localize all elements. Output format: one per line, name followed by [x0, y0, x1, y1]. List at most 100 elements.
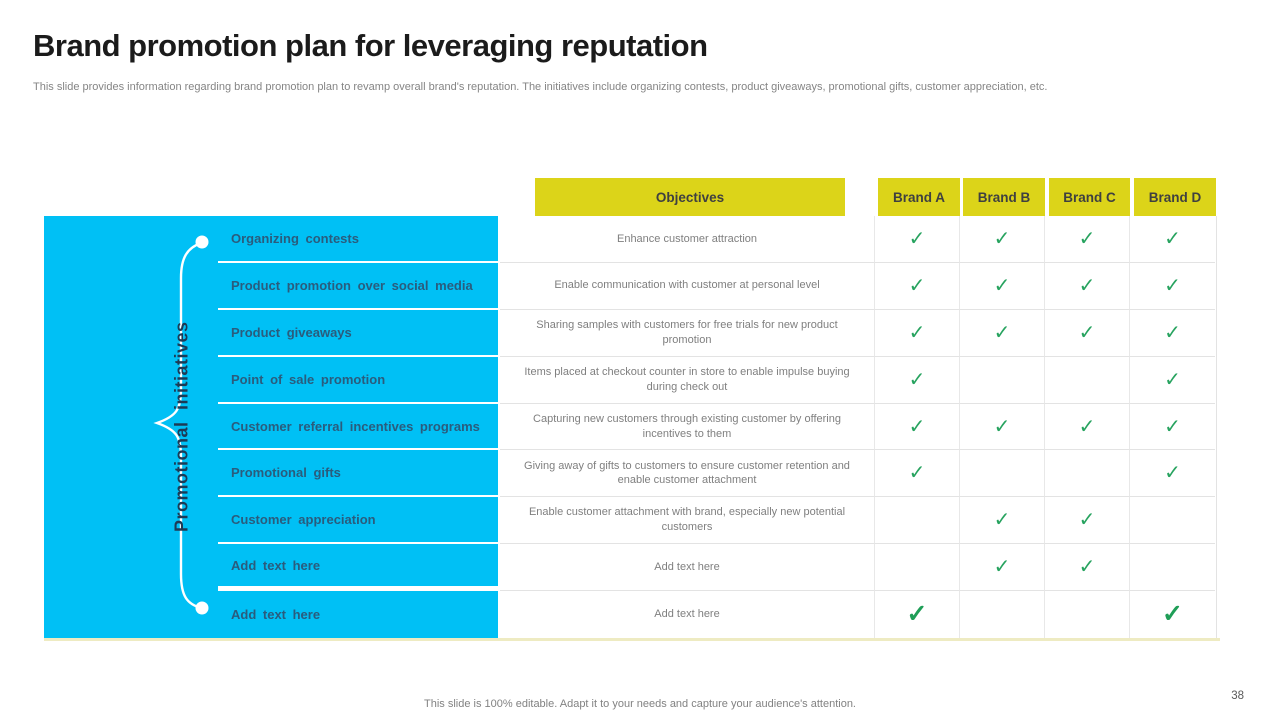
check-icon: ✓: [1164, 227, 1181, 250]
objective-text: Sharing samples with customers for free …: [536, 318, 838, 346]
brand-a-cell: ✓: [874, 403, 959, 451]
brand-b-cell: ✓: [959, 544, 1044, 592]
brand-d-cell: ✓: [1129, 450, 1215, 498]
check-icon: ✓: [1078, 274, 1096, 297]
check-icon: ✓: [1164, 368, 1181, 391]
check-icon: ✓: [908, 368, 926, 391]
initiative-label: Promotional gifts: [231, 465, 341, 481]
check-icon: ✓: [1162, 600, 1183, 629]
objective-text: Enable communication with customer at pe…: [554, 279, 820, 292]
footer-note: This slide is 100% editable. Adapt it to…: [424, 698, 856, 710]
objective-cell: Enable communication with customer at pe…: [500, 262, 874, 310]
initiative-cell: Product giveaways: [218, 309, 500, 357]
table-row: Product giveaways Sharing samples with c…: [218, 309, 1216, 357]
objective-cell: Capturing new customers through existing…: [500, 403, 874, 451]
brand-d-cell: ✓: [1129, 216, 1215, 263]
objective-text: Giving away of gifts to customers to ens…: [524, 459, 850, 487]
table-row: Customer appreciation Enable customer at…: [218, 497, 1216, 545]
initiative-cell: Add text here: [218, 544, 500, 592]
objective-cell: Add text here: [500, 591, 874, 639]
initiative-label: Customer appreciation: [231, 512, 376, 528]
objective-text: Capturing new customers through existing…: [533, 412, 841, 440]
brand-d-cell: ✓: [1129, 403, 1215, 451]
brand-a-cell: ✓: [874, 356, 959, 404]
check-icon: ✓: [908, 274, 926, 297]
brand-d-header: Brand D: [1134, 178, 1216, 216]
initiative-label: Organizing contests: [231, 230, 359, 246]
initiative-label: Point of sale promotion: [231, 371, 386, 387]
slide-subtitle: This slide provides information regardin…: [33, 81, 1048, 93]
objective-cell: Giving away of gifts to customers to ens…: [500, 450, 874, 498]
brand-c-cell: ✓: [1044, 216, 1129, 263]
initiative-cell: Product promotion over social media: [218, 262, 500, 310]
initiative-cell: Point of sale promotion: [218, 356, 500, 404]
brand-b-cell: ✓: [959, 262, 1044, 310]
objective-cell: Add text here: [500, 544, 874, 592]
objective-cell: Enhance customer attraction: [500, 216, 874, 263]
table-body: Organizing contests Enhance customer att…: [218, 216, 1217, 639]
brand-c-cell: [1044, 591, 1129, 639]
initiative-label: Product giveaways: [231, 324, 352, 340]
brand-b-cell: [959, 591, 1044, 639]
brand-a-cell: ✓: [874, 216, 959, 263]
brand-c-cell: ✓: [1044, 544, 1129, 592]
objective-text: Add text here: [654, 608, 720, 621]
check-icon: ✓: [1078, 415, 1096, 438]
check-icon: ✓: [1078, 556, 1096, 579]
check-icon: ✓: [993, 415, 1011, 438]
brand-b-cell: [959, 356, 1044, 404]
check-icon: ✓: [993, 227, 1011, 250]
table-bottom-accent: [44, 638, 1220, 641]
objective-cell: Enable customer attachment with brand, e…: [500, 497, 874, 545]
check-icon: ✓: [908, 415, 926, 438]
objectives-header: Objectives: [535, 178, 845, 216]
brand-b-header: Brand B: [963, 178, 1045, 216]
table-row: Promotional gifts Giving away of gifts t…: [218, 450, 1216, 498]
check-icon: ✓: [1164, 415, 1181, 438]
check-icon: ✓: [1078, 321, 1096, 344]
check-icon: ✓: [993, 556, 1011, 579]
check-icon: ✓: [906, 600, 928, 629]
check-icon: ✓: [1078, 509, 1096, 532]
brand-c-cell: ✓: [1044, 403, 1129, 451]
page-title: Brand promotion plan for leveraging repu…: [33, 28, 708, 63]
objective-cell: Items placed at checkout counter in stor…: [500, 356, 874, 404]
brand-a-cell: ✓: [874, 262, 959, 310]
brand-c-cell: [1044, 450, 1129, 498]
brand-a-cell: ✓: [874, 450, 959, 498]
brand-d-cell: [1129, 544, 1215, 592]
brand-b-cell: ✓: [959, 216, 1044, 263]
initiative-cell: Promotional gifts: [218, 450, 500, 498]
brand-d-cell: ✓: [1129, 262, 1215, 310]
objective-text: Enhance customer attraction: [616, 232, 758, 245]
brand-b-cell: ✓: [959, 309, 1044, 357]
check-icon: ✓: [1164, 274, 1181, 297]
sidebar-vertical-label: Promotional initiatives: [171, 321, 192, 533]
brand-a-cell: ✓: [874, 591, 959, 639]
sidebar: Promotional initiatives: [44, 216, 218, 638]
brand-a-cell: [874, 544, 959, 592]
brand-c-header: Brand C: [1049, 178, 1130, 216]
check-icon: ✓: [908, 321, 926, 344]
check-icon: ✓: [993, 321, 1011, 344]
brand-b-cell: ✓: [959, 403, 1044, 451]
objective-text: Items placed at checkout counter in stor…: [524, 365, 850, 393]
brand-d-cell: [1129, 497, 1215, 545]
brand-b-cell: ✓: [959, 497, 1044, 545]
brace-icon: [153, 235, 209, 615]
brand-a-cell: [874, 497, 959, 545]
table-row: Customer referral incentives programs Ca…: [218, 403, 1216, 451]
table-row: Point of sale promotion Items placed at …: [218, 356, 1216, 404]
check-icon: ✓: [1164, 462, 1181, 485]
brand-c-cell: ✓: [1044, 497, 1129, 545]
brand-c-cell: ✓: [1044, 262, 1129, 310]
page-number: 38: [1231, 690, 1244, 702]
table-row: Add text here Add text here ✓ ✓: [218, 591, 1216, 639]
brand-d-cell: ✓: [1129, 356, 1215, 404]
objective-text: Add text here: [654, 560, 720, 573]
initiative-cell: Organizing contests: [218, 216, 500, 263]
brand-a-cell: ✓: [874, 309, 959, 357]
initiative-label: Customer referral incentives programs: [231, 418, 480, 434]
check-icon: ✓: [993, 274, 1011, 297]
